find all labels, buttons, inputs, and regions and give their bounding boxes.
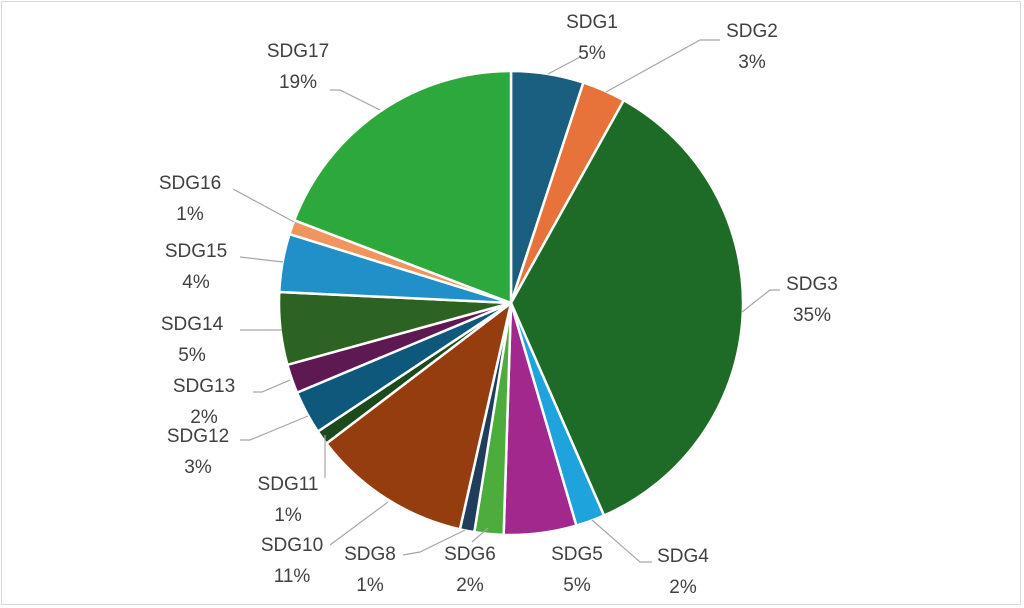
leader-line-sdg12 — [240, 415, 309, 441]
leader-line-sdg17 — [330, 89, 381, 111]
slice-name-label: SDG2 — [726, 21, 778, 42]
slice-name-label: SDG15 — [165, 241, 227, 262]
slice-percent-label: 19% — [279, 72, 317, 93]
slice-percent-label: 1% — [274, 505, 302, 526]
slice-percent-label: 2% — [190, 407, 218, 428]
leader-line-sdg1 — [547, 56, 581, 75]
slice-name-label: SDG14 — [161, 314, 224, 335]
slice-name-label: SDG8 — [344, 544, 396, 565]
slice-percent-label: 5% — [578, 43, 606, 64]
slice-name-label: SDG5 — [551, 544, 603, 565]
slice-percent-label: 5% — [178, 345, 206, 366]
leader-line-sdg6 — [471, 527, 489, 543]
slice-name-label: SDG1 — [566, 12, 618, 33]
leader-line-sdg13 — [253, 379, 291, 393]
slice-percent-label: 1% — [176, 204, 204, 225]
slice-percent-label: 11% — [274, 566, 311, 587]
slice-name-label: SDG6 — [444, 544, 496, 565]
leader-line-sdg2 — [605, 39, 720, 93]
slice-name-label: SDG12 — [167, 426, 229, 447]
slice-name-label: SDG13 — [173, 376, 235, 397]
leader-line-sdg10 — [329, 501, 389, 546]
slice-percent-label: 3% — [184, 457, 212, 478]
slice-name-label: SDG10 — [261, 535, 323, 556]
leader-line-sdg16 — [232, 188, 295, 223]
slice-name-label: SDG17 — [267, 41, 329, 62]
slice-percent-label: 2% — [456, 575, 484, 596]
pie-slices — [277, 69, 745, 537]
slice-percent-label: 2% — [669, 577, 697, 598]
slice-name-label: SDG3 — [786, 274, 838, 295]
slice-name-label: SDG16 — [159, 173, 221, 194]
slice-percent-label: 5% — [563, 575, 591, 596]
leader-line-sdg3 — [741, 289, 780, 313]
slice-percent-label: 35% — [793, 305, 831, 326]
leader-line-sdg8 — [402, 529, 466, 556]
data-labels: SDG15%SDG23%SDG335%SDG42%SDG55%SDG62%SDG… — [159, 12, 838, 598]
slice-percent-label: 1% — [356, 575, 384, 596]
leader-line-sdg15 — [239, 256, 284, 263]
leader-line-sdg4 — [591, 519, 652, 563]
slice-percent-label: 3% — [738, 52, 766, 73]
pie-slice-sdg3 — [509, 99, 745, 517]
pie-slice-sdg17 — [293, 69, 513, 305]
slice-percent-label: 4% — [182, 272, 210, 293]
slice-name-label: SDG11 — [258, 474, 319, 495]
pie-slice-sdg10 — [325, 301, 513, 531]
slice-name-label: SDG4 — [657, 546, 709, 567]
